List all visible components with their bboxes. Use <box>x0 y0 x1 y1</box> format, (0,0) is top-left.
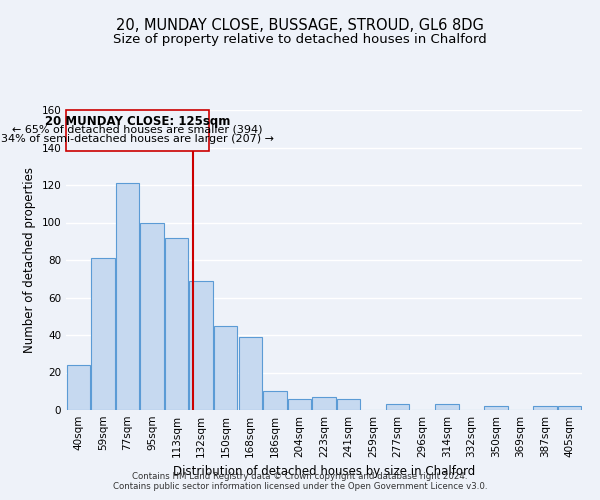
Bar <box>190 280 213 410</box>
Bar <box>533 406 557 410</box>
Bar <box>337 399 360 410</box>
Bar <box>313 397 335 410</box>
Bar <box>558 406 581 410</box>
Bar <box>288 399 311 410</box>
Text: 20 MUNDAY CLOSE: 125sqm: 20 MUNDAY CLOSE: 125sqm <box>45 114 230 128</box>
FancyBboxPatch shape <box>67 110 209 151</box>
Bar <box>214 326 238 410</box>
Text: 20, MUNDAY CLOSE, BUSSAGE, STROUD, GL6 8DG: 20, MUNDAY CLOSE, BUSSAGE, STROUD, GL6 8… <box>116 18 484 32</box>
Text: 34% of semi-detached houses are larger (207) →: 34% of semi-detached houses are larger (… <box>1 134 274 144</box>
Bar <box>435 404 458 410</box>
Text: ← 65% of detached houses are smaller (394): ← 65% of detached houses are smaller (39… <box>12 124 263 134</box>
Bar <box>239 337 262 410</box>
Bar <box>116 183 139 410</box>
Text: Size of property relative to detached houses in Chalford: Size of property relative to detached ho… <box>113 32 487 46</box>
X-axis label: Distribution of detached houses by size in Chalford: Distribution of detached houses by size … <box>173 466 475 478</box>
Y-axis label: Number of detached properties: Number of detached properties <box>23 167 36 353</box>
Bar <box>140 222 164 410</box>
Text: Contains public sector information licensed under the Open Government Licence v3: Contains public sector information licen… <box>113 482 487 491</box>
Bar <box>263 391 287 410</box>
Bar <box>91 258 115 410</box>
Bar <box>165 238 188 410</box>
Text: Contains HM Land Registry data © Crown copyright and database right 2024.: Contains HM Land Registry data © Crown c… <box>132 472 468 481</box>
Bar <box>67 365 90 410</box>
Bar <box>484 406 508 410</box>
Bar <box>386 404 409 410</box>
